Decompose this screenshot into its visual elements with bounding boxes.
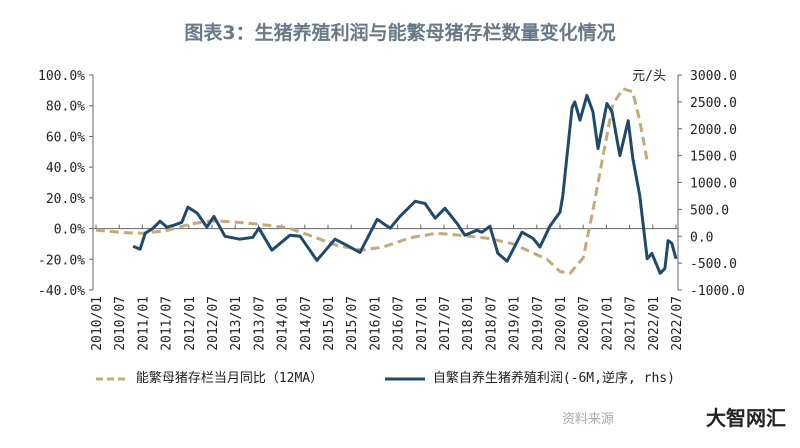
chart-title: 图表3：生猪养殖利润与能繁母猪存栏数量变化情况 [184,22,616,44]
x-tick-label: 2022/01 [647,296,662,351]
left-tick-label: 0.0% [54,223,85,238]
watermark: 大智网汇 [706,406,786,430]
legend-label-profit: 自繁自养生猪养殖利润(-6M,逆序, rhs) [432,371,675,386]
x-tick-label: 2020/07 [577,296,592,351]
left-tick-label: -20.0% [38,253,85,268]
x-tick-label: 2017/07 [438,296,453,351]
legend-label-sow: 能繁母猪存栏当月同比（12MA） [135,371,324,386]
sow-yoy-line [95,87,649,275]
right-tick-label: 2000.0 [690,123,737,138]
x-tick-label: 2010/01 [90,296,105,351]
right-tick-label: -500.0 [690,257,737,272]
x-tick-label: 2014/07 [299,296,314,351]
x-tick-label: 2020/01 [554,296,569,351]
left-tick-label: 40.0% [46,161,85,176]
left-tick-label: 80.0% [46,100,85,115]
x-tick-label: 2015/07 [345,296,360,351]
left-tick-label: -40.0% [38,284,85,299]
x-tick-label: 2019/01 [508,296,523,351]
x-tick-label: 2016/01 [368,296,383,351]
right-tick-label: -1000.0 [690,284,745,299]
x-tick-label: 2010/07 [113,296,128,351]
right-tick-label: 0.0 [690,230,713,245]
right-tick-label: 2500.0 [690,96,737,111]
left-tick-label: 60.0% [46,130,85,145]
right-tick-label: 3000.0 [690,69,737,84]
x-tick-label: 2015/01 [322,296,337,351]
legend-item-sow: 能繁母猪存栏当月同比（12MA） [96,367,323,386]
x-tick-label: 2018/01 [461,296,476,351]
x-tick-label: 2022/07 [670,296,685,351]
x-tick-label: 2012/07 [206,296,221,351]
legend-dashed-swatch [96,377,128,380]
x-tick-label: 2017/01 [415,296,430,351]
x-tick-label: 2016/07 [392,296,407,351]
x-tick-label: 2014/01 [276,296,291,351]
right-axis-unit: 元/头 [632,69,666,84]
x-tick-label: 2018/07 [484,296,499,351]
right-tick-label: 1500.0 [690,150,737,165]
x-tick-label: 2013/01 [229,296,244,351]
x-tick-label: 2021/01 [600,296,615,351]
legend-item-profit: 自繁自养生猪养殖利润(-6M,逆序, rhs) [385,367,675,386]
left-tick-label: 20.0% [46,192,85,207]
right-tick-label: 1000.0 [690,177,737,192]
legend-solid-swatch [385,377,425,380]
right-tick-label: 500.0 [690,203,729,218]
x-tick-label: 2011/01 [136,296,151,351]
x-tick-label: 2011/07 [160,296,175,351]
profit-line [132,93,678,275]
left-tick-label: 100.0% [38,69,85,84]
source-note: 资料来源 [562,412,615,427]
x-tick-label: 2021/07 [624,296,639,351]
x-tick-label: 2013/07 [252,296,267,351]
x-tick-label: 2019/07 [531,296,546,351]
x-tick-label: 2012/01 [183,296,198,351]
